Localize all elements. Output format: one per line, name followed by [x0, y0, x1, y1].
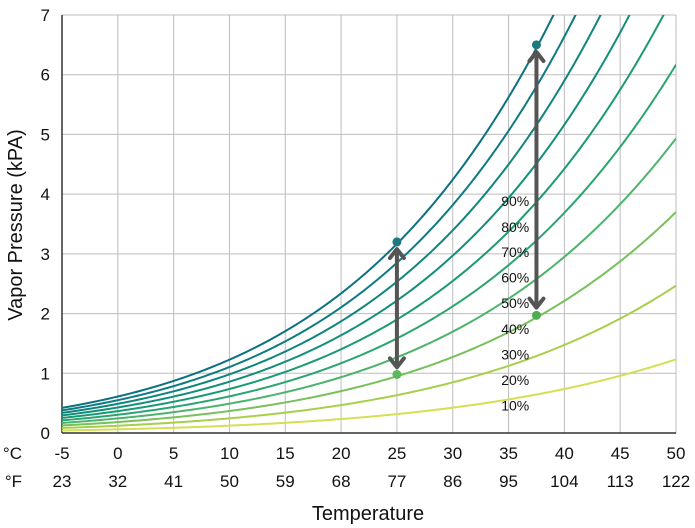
curve-labels: 10% 20% 30% 40% 50% 60% 70% 80% 90% — [501, 193, 529, 413]
series-line-20pct — [62, 284, 676, 429]
curve-label-40pct: 40% — [501, 321, 529, 337]
curve-label-20pct: 20% — [501, 372, 529, 388]
x-tick-label-f: 59 — [276, 472, 295, 491]
x-tick-label-f: 86 — [443, 472, 462, 491]
curve-label-30pct: 30% — [501, 347, 529, 363]
y-tick-label: 1 — [41, 364, 50, 383]
x-axis-title: Temperature — [312, 503, 424, 525]
series-line-40pct — [62, 137, 676, 424]
series-line-30pct — [62, 211, 676, 427]
data-point — [392, 369, 402, 379]
y-tick-label: 2 — [41, 305, 50, 324]
y-tick-label: 3 — [41, 245, 50, 264]
x-tick-label-c: 35 — [499, 444, 518, 463]
y-tick-label: 5 — [41, 125, 50, 144]
series-line-90pct — [62, 15, 577, 412]
arrow-head-down — [527, 296, 546, 310]
curve-label-50pct: 50% — [501, 295, 529, 311]
x-unit-label: °C — [3, 444, 22, 463]
x-tick-label-c: 20 — [332, 444, 351, 463]
series-line-50pct — [62, 64, 676, 422]
x-tick-label-f: 50 — [220, 472, 239, 491]
y-tick-label: 0 — [41, 424, 50, 443]
data-point — [531, 40, 541, 50]
x-tick-label-c: 45 — [611, 444, 630, 463]
y-tick-label: 7 — [41, 6, 50, 25]
x-tick-label-f: 68 — [332, 472, 351, 491]
curve-label-70pct: 70% — [501, 244, 529, 260]
series-curves — [62, 15, 676, 432]
arrow-head-down — [387, 356, 406, 370]
y-tick-label: 4 — [41, 185, 50, 204]
x-tick-label-c: 25 — [387, 444, 406, 463]
data-point — [392, 237, 402, 247]
x-tick-label-f: 77 — [387, 472, 406, 491]
tick-labels: 01234567-5230325411050155920682577308635… — [41, 6, 691, 491]
x-tick-label-c: 40 — [555, 444, 574, 463]
highlight-points — [392, 40, 541, 379]
x-tick-label-f: 113 — [607, 472, 634, 491]
series-line-10pct — [62, 358, 676, 432]
y-axis-title: Vapor Pressure (kPA) — [5, 129, 27, 321]
series-line-60pct — [62, 15, 665, 419]
series-line-70pct — [62, 15, 631, 417]
x-tick-label-c: 5 — [169, 444, 178, 463]
x-tick-label-f: 41 — [164, 472, 183, 491]
y-tick-label: 6 — [41, 66, 50, 85]
x-tick-label-f: 32 — [108, 472, 127, 491]
curve-label-80pct: 80% — [501, 219, 529, 235]
x2-unit-label: °F — [5, 472, 22, 491]
x-tick-label-c: 15 — [276, 444, 295, 463]
x-tick-label-c: -5 — [54, 444, 69, 463]
x-tick-label-f: 95 — [499, 472, 518, 491]
curve-label-60pct: 60% — [501, 270, 529, 286]
grid — [61, 14, 677, 434]
arrows — [387, 50, 546, 370]
x-tick-label-c: 50 — [667, 444, 686, 463]
curve-label-10pct: 10% — [501, 397, 529, 413]
x-tick-label-f: 23 — [53, 472, 72, 491]
series-line-100pct — [62, 15, 555, 409]
series-line-80pct — [62, 15, 602, 414]
x-tick-label-f: 122 — [662, 472, 690, 491]
x-tick-label-c: 30 — [443, 444, 462, 463]
arrow-head-up — [527, 50, 546, 64]
curve-label-90pct: 90% — [501, 193, 529, 209]
data-point — [531, 310, 541, 320]
arrow-head-up — [387, 247, 406, 261]
x-tick-label-c: 10 — [220, 444, 239, 463]
x-tick-label-f: 104 — [550, 472, 578, 491]
x-tick-label-c: 0 — [113, 444, 122, 463]
